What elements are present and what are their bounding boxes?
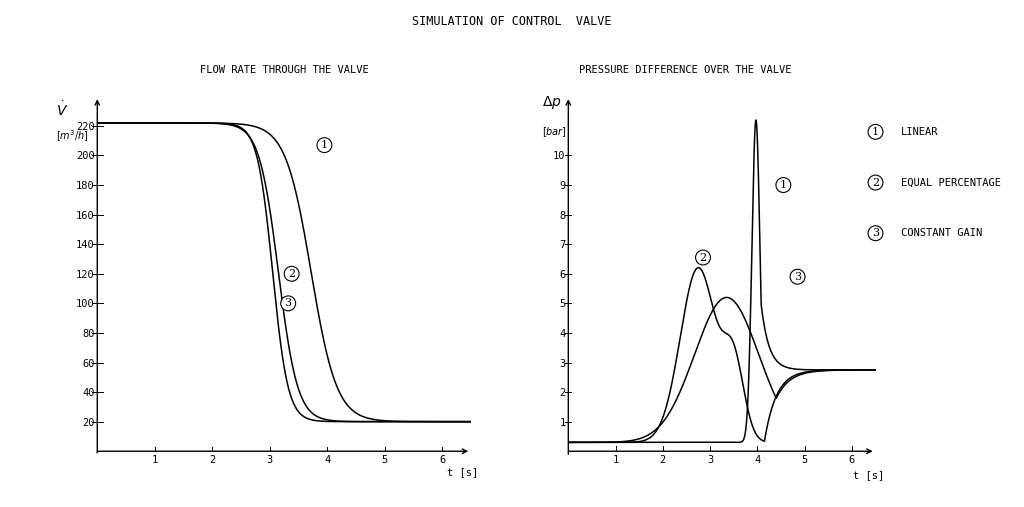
Text: $[bar]$: $[bar]$ — [543, 125, 567, 139]
Text: 3: 3 — [285, 298, 292, 308]
Text: LINEAR: LINEAR — [901, 127, 939, 137]
Text: FLOW RATE THROUGH THE VALVE: FLOW RATE THROUGH THE VALVE — [200, 65, 369, 75]
Text: $\Delta p$: $\Delta p$ — [543, 94, 562, 111]
Text: CONSTANT GAIN: CONSTANT GAIN — [901, 228, 982, 238]
Text: 2: 2 — [872, 177, 879, 188]
Text: t [s]: t [s] — [446, 467, 478, 477]
Text: $[m^3/h]$: $[m^3/h]$ — [56, 128, 89, 144]
Text: 2: 2 — [699, 252, 707, 263]
Text: 3: 3 — [794, 272, 801, 282]
Text: t [s]: t [s] — [853, 470, 884, 480]
Text: 1: 1 — [780, 180, 786, 190]
Text: SIMULATION OF CONTROL  VALVE: SIMULATION OF CONTROL VALVE — [413, 15, 611, 28]
Text: 2: 2 — [288, 269, 295, 279]
Text: 1: 1 — [872, 127, 879, 137]
Text: 1: 1 — [321, 140, 328, 150]
Text: 3: 3 — [872, 228, 879, 238]
Text: PRESSURE DIFFERENCE OVER THE VALVE: PRESSURE DIFFERENCE OVER THE VALVE — [579, 65, 792, 75]
Text: $\dot{V}$: $\dot{V}$ — [56, 100, 69, 119]
Text: EQUAL PERCENTAGE: EQUAL PERCENTAGE — [901, 177, 1001, 188]
